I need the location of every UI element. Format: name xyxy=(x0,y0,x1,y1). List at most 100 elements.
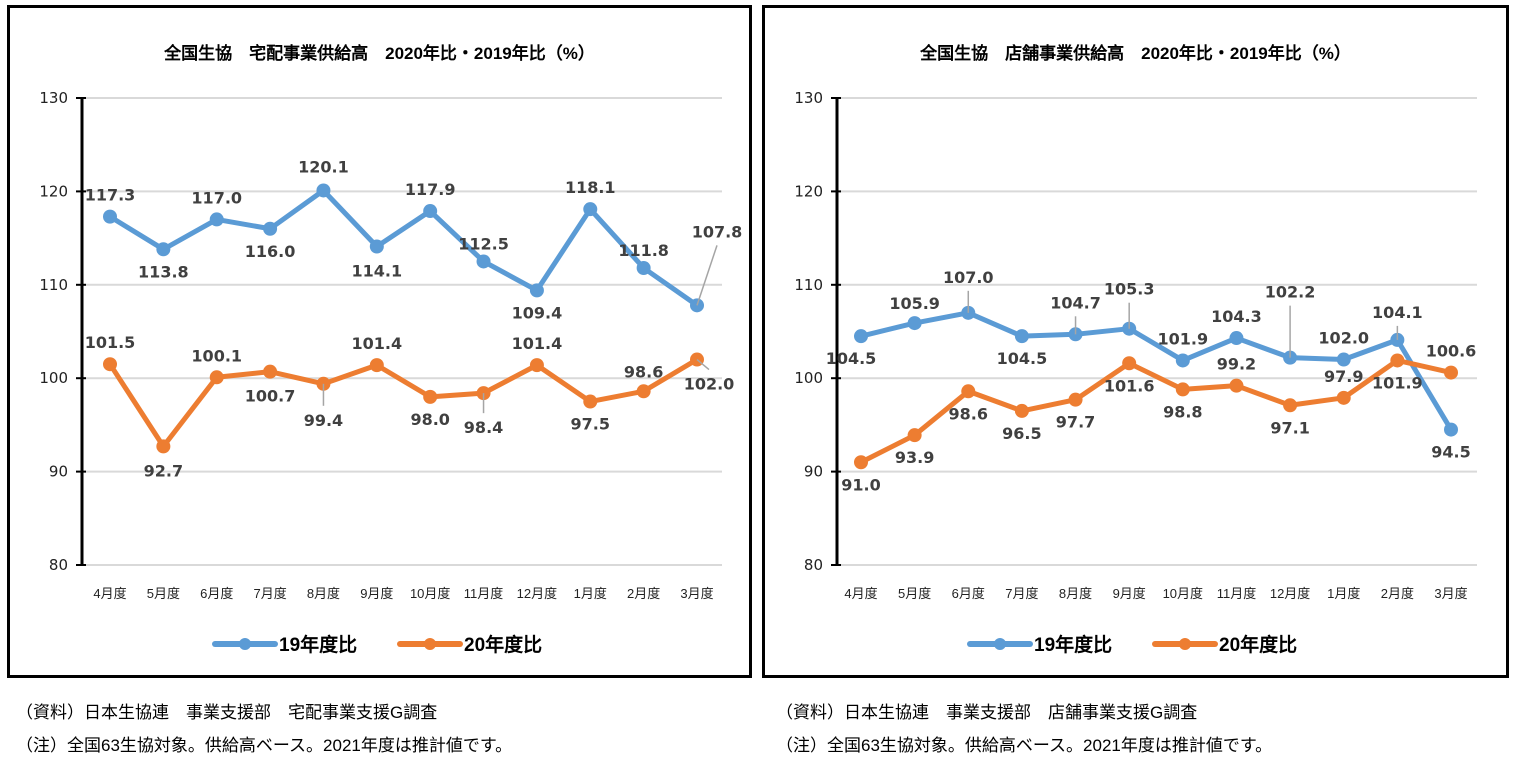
data-point xyxy=(907,316,922,331)
x-tick-label: 4月度 xyxy=(844,586,877,601)
x-tick-label: 11月度 xyxy=(464,586,504,601)
data-point xyxy=(103,357,117,372)
data-point xyxy=(156,439,171,454)
x-tick-label: 1月度 xyxy=(1327,586,1360,601)
x-tick-label: 12月度 xyxy=(1270,586,1310,601)
data-label: 98.6 xyxy=(624,362,663,381)
chart-title: 全国生協 店舗事業供給高 2020年比・2019年比（%） xyxy=(920,44,1351,63)
data-point xyxy=(209,370,224,385)
data-point xyxy=(907,428,922,443)
footnote: （注）全国63生協対象。供給高ベース。2021年度は推計値です。 xyxy=(16,736,513,755)
x-tick-label: 7月度 xyxy=(1005,586,1038,601)
data-label: 100.6 xyxy=(1426,342,1477,361)
data-point xyxy=(583,202,598,217)
x-tick-label: 8月度 xyxy=(307,586,340,601)
x-tick-label: 2月度 xyxy=(1381,586,1414,601)
data-label: 113.8 xyxy=(138,262,189,281)
data-label: 107.8 xyxy=(692,222,743,241)
x-tick-label: 7月度 xyxy=(253,586,286,601)
data-point xyxy=(636,384,651,399)
y-tick-label: 110 xyxy=(39,276,68,294)
data-label: 117.9 xyxy=(405,180,456,199)
data-point xyxy=(209,212,224,227)
data-label: 101.6 xyxy=(1104,376,1155,395)
y-tick-label: 90 xyxy=(49,463,68,481)
data-label: 101.4 xyxy=(512,334,563,353)
data-point xyxy=(1229,331,1244,346)
source-note: （資料）日本生協連 事業支援部 宅配事業支援G調査 xyxy=(16,703,438,722)
data-label: 97.1 xyxy=(1270,418,1309,437)
legend-label: 19年度比 xyxy=(1034,633,1112,656)
data-label: 104.1 xyxy=(1372,303,1423,322)
y-tick-label: 80 xyxy=(49,556,68,574)
data-point xyxy=(1122,356,1137,371)
data-label: 104.3 xyxy=(1211,307,1262,326)
data-label: 92.7 xyxy=(144,461,183,480)
data-point xyxy=(1444,422,1458,437)
data-label: 104.5 xyxy=(997,349,1048,368)
y-tick-label: 130 xyxy=(39,89,68,107)
data-point xyxy=(1068,392,1083,407)
data-point xyxy=(103,209,117,224)
leader-line xyxy=(696,358,710,371)
data-point xyxy=(961,384,976,399)
data-label: 91.0 xyxy=(841,475,880,494)
footnote: （注）全国63生協対象。供給高ベース。2021年度は推計値です。 xyxy=(776,736,1273,755)
chart-title: 全国生協 宅配事業供給高 2020年比・2019年比（%） xyxy=(164,44,595,63)
x-tick-label: 5月度 xyxy=(898,586,931,601)
x-tick-label: 6月度 xyxy=(200,586,233,601)
data-point xyxy=(156,242,171,257)
data-point xyxy=(1336,352,1351,367)
y-tick-label: 80 xyxy=(804,556,823,574)
series-line-19 xyxy=(860,310,1454,431)
x-tick-label: 1月度 xyxy=(574,586,607,601)
data-label: 105.9 xyxy=(889,294,940,313)
data-point xyxy=(529,283,544,298)
chart-panel-delivery: 全国生協 宅配事業供給高 2020年比・2019年比（%） 80 90 100 110… xyxy=(7,5,752,678)
data-label: 112.5 xyxy=(458,234,509,253)
data-label: 102.0 xyxy=(684,375,735,394)
data-label: 120.1 xyxy=(298,157,349,176)
data-label: 105.3 xyxy=(1104,280,1155,299)
leader-line xyxy=(696,245,718,306)
y-tick-label: 120 xyxy=(39,182,68,200)
data-point xyxy=(636,260,651,275)
data-point xyxy=(1390,353,1405,368)
legend-marker xyxy=(239,638,251,650)
data-label: 102.2 xyxy=(1265,283,1316,302)
y-tick-label: 130 xyxy=(794,89,823,107)
x-tick-label: 2月度 xyxy=(627,586,660,601)
source-note: （資料）日本生協連 事業支援部 店舗事業支援G調査 xyxy=(776,703,1198,722)
y-tick-label: 90 xyxy=(804,463,823,481)
data-point xyxy=(476,254,491,269)
data-label: 98.6 xyxy=(949,404,988,423)
data-point xyxy=(1444,365,1458,380)
legend-label: 20年度比 xyxy=(1219,633,1297,656)
data-label: 100.1 xyxy=(191,346,242,365)
data-label: 117.0 xyxy=(191,188,242,207)
x-tick-label: 10月度 xyxy=(410,586,450,601)
line-chart-store: 80 90 100 110 120 130 4月度 5月度 6月度 7月度 8月度 9月度 10月度 11… xyxy=(794,89,1477,656)
data-label: 114.1 xyxy=(352,262,403,281)
data-point xyxy=(423,389,438,404)
data-point xyxy=(263,364,278,379)
series-line-20 xyxy=(859,357,1452,465)
legend-label: 20年度比 xyxy=(464,633,542,656)
x-tick-label: 9月度 xyxy=(1113,586,1146,601)
data-label: 98.4 xyxy=(464,418,503,437)
line-chart-delivery: 80 90 100 110 120 130 4月度 5月度 6月度 7月度 8月度 9月度 10月度 11… xyxy=(39,89,743,656)
data-label: 97.7 xyxy=(1056,413,1095,432)
data-label: 118.1 xyxy=(565,178,616,197)
series-line-20 xyxy=(107,357,699,449)
data-label: 102.0 xyxy=(1318,329,1369,348)
data-label: 116.0 xyxy=(245,242,296,261)
series-line-19 xyxy=(108,187,699,308)
data-label: 111.8 xyxy=(618,241,669,260)
legend-label: 19年度比 xyxy=(279,633,357,656)
data-label: 99.2 xyxy=(1217,355,1256,374)
data-label: 97.9 xyxy=(1324,367,1363,386)
data-point xyxy=(316,183,331,198)
data-point xyxy=(369,358,384,373)
data-label: 104.5 xyxy=(826,349,877,368)
data-point xyxy=(1175,382,1190,397)
